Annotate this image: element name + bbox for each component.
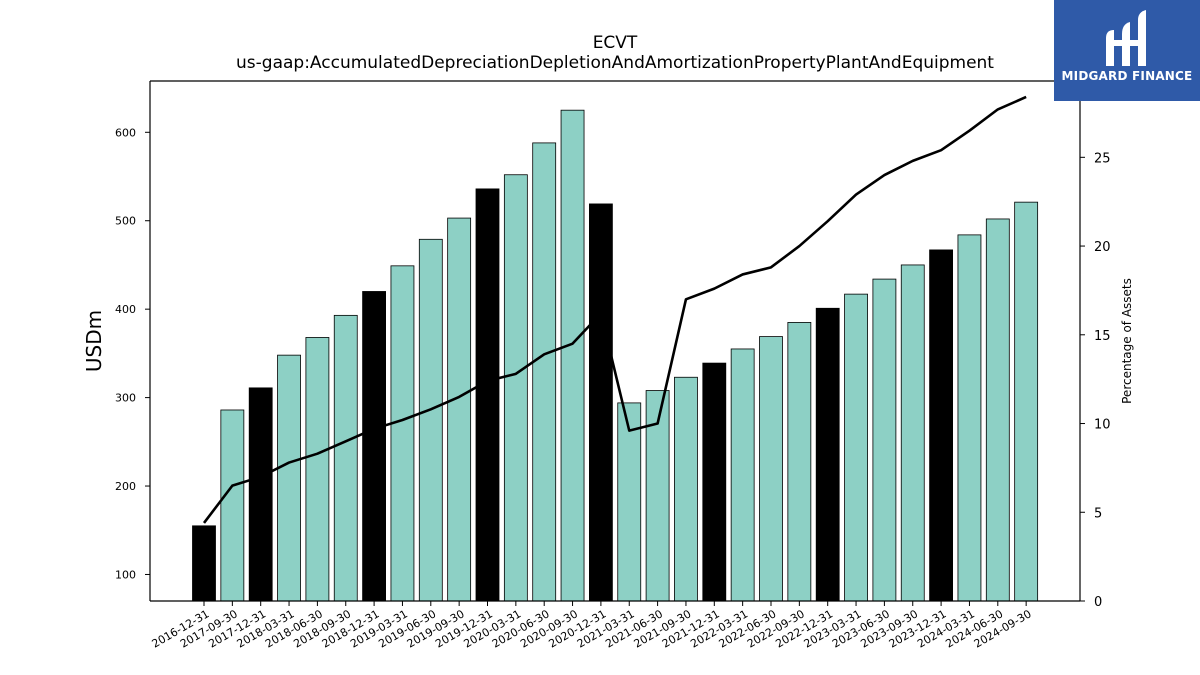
- bar-group: [192, 109, 1039, 602]
- bar: [985, 218, 1010, 602]
- bar: [192, 525, 216, 602]
- bar: [305, 337, 330, 602]
- bar: [1014, 201, 1039, 602]
- brand-name: MIDGARD FINANCE: [1061, 69, 1193, 83]
- bar: [248, 387, 273, 602]
- bar: [589, 203, 613, 602]
- bar: [503, 174, 528, 602]
- y2-axis-label: Percentage of Assets: [1120, 278, 1134, 404]
- y2-tick-label: 15: [1094, 329, 1111, 344]
- bar: [560, 109, 585, 602]
- bar: [418, 238, 443, 602]
- bar: [815, 307, 840, 602]
- bar: [532, 142, 557, 602]
- bar: [787, 322, 812, 602]
- bar: [957, 234, 982, 602]
- left-y-ticks: 100 200 300 400 500 600: [115, 126, 150, 581]
- brand-logo: MIDGARD FINANCE: [1054, 0, 1200, 101]
- y-tick-label: 500: [115, 215, 136, 228]
- bar: [674, 376, 698, 602]
- y2-tick-label: 25: [1094, 151, 1111, 166]
- logo-mark-icon: [1106, 10, 1146, 66]
- bar: [277, 354, 301, 602]
- y-tick-label: 400: [115, 303, 136, 316]
- y-tick-label: 600: [115, 126, 136, 139]
- bar: [759, 336, 783, 602]
- bar: [362, 291, 387, 602]
- y2-tick-label: 10: [1094, 418, 1111, 433]
- bar: [844, 293, 868, 602]
- percentage-line-layer: [202, 95, 1027, 524]
- y2-tick-label: 5: [1094, 506, 1102, 521]
- bar: [702, 362, 727, 602]
- bar: [900, 264, 925, 602]
- chart-subtitle: us-gaap:AccumulatedDepreciationDepletion…: [236, 53, 994, 73]
- percentage-line: [202, 95, 1027, 524]
- y-tick-label: 300: [115, 392, 136, 405]
- y2-tick-label: 20: [1094, 240, 1111, 255]
- bar: [447, 217, 472, 602]
- x-ticks: 2016-12-312017-09-302017-12-312018-03-31…: [150, 601, 1034, 651]
- bar: [929, 249, 953, 602]
- bar: [475, 188, 500, 602]
- bar: [333, 314, 358, 602]
- axes: [149, 80, 1081, 602]
- bar: [390, 265, 415, 602]
- chart-title: ECVT: [593, 33, 638, 53]
- bar: [617, 402, 642, 602]
- right-y-ticks: 0 5 10 15 20 25: [1080, 151, 1111, 610]
- bar: [220, 409, 245, 602]
- y-tick-label: 200: [115, 480, 136, 493]
- y-axis-label: USDm: [82, 310, 106, 372]
- y-tick-label: 100: [115, 568, 136, 581]
- bar: [730, 348, 755, 602]
- bar: [872, 278, 897, 602]
- y2-tick-label: 0: [1094, 595, 1102, 610]
